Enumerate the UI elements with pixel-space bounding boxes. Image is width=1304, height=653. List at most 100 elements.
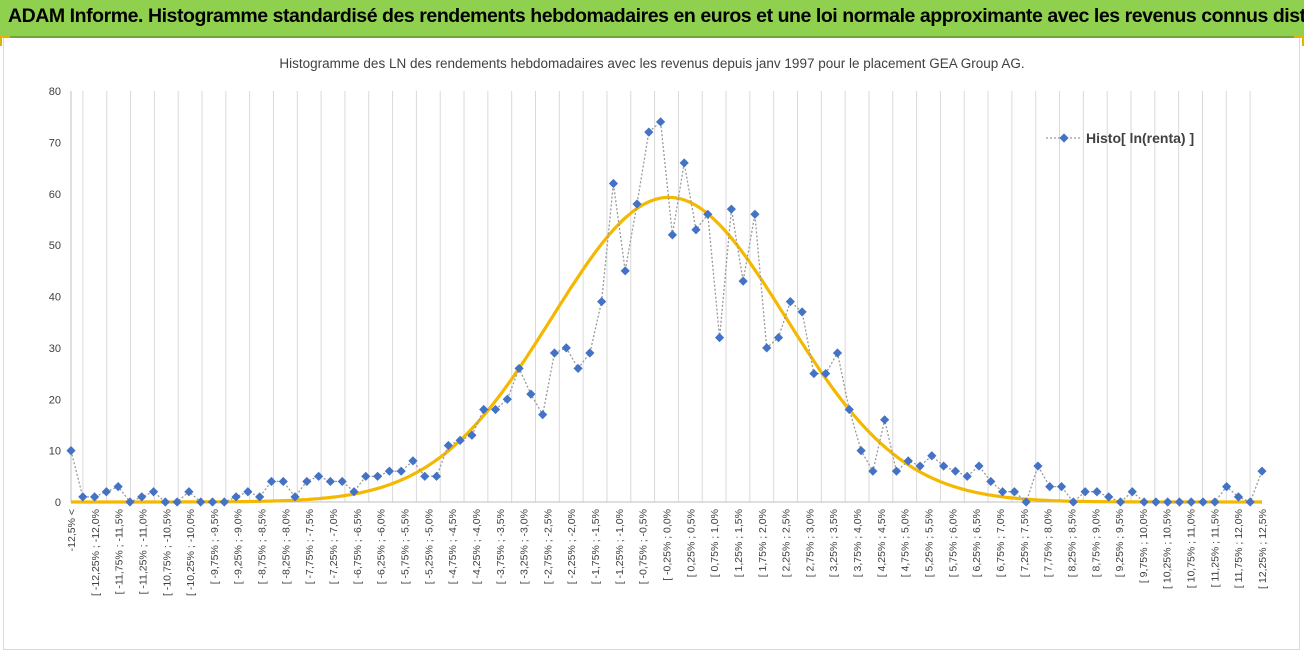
- data-point: [1045, 481, 1055, 492]
- data-point: [1245, 497, 1255, 507]
- x-tick-label: [ -5,25% ; -5,0%: [423, 509, 435, 584]
- x-tick-label: [ -3,25% ; -3,0%: [519, 509, 531, 584]
- x-tick-label: [ 10,75% ; 11,0%: [1186, 509, 1198, 588]
- data-point: [762, 343, 772, 353]
- data-point: [514, 363, 524, 374]
- data-point: [467, 430, 477, 440]
- data-point: [1139, 497, 1149, 507]
- report-title: ADAM Informe. Histogramme standardisé de…: [8, 5, 1304, 27]
- data-point: [868, 466, 878, 476]
- x-tick-label: [ -9,75% ; -9,5%: [209, 509, 221, 584]
- vertical-gridlines: [82, 91, 1251, 502]
- data-point: [880, 415, 890, 425]
- x-tick-label: [ -6,75% ; -6,5%: [352, 509, 364, 584]
- data-point: [1127, 487, 1137, 497]
- frame-corner-left: [0, 36, 10, 46]
- x-tick-label: [ 1,25% ; 1,5%: [733, 509, 745, 577]
- data-point: [420, 471, 430, 481]
- data-point: [1210, 497, 1220, 507]
- x-tick-label: [ 0,25% ; 0,5%: [685, 509, 697, 577]
- x-tick-label: [ -6,25% ; -6,0%: [376, 509, 388, 584]
- data-point: [1233, 492, 1244, 502]
- data-point: [1222, 481, 1232, 492]
- x-tick-label: [ 7,75% ; 8,0%: [1043, 509, 1055, 577]
- x-tick-label: [ 3,75% ; 4,0%: [852, 509, 864, 577]
- data-point: [1174, 497, 1185, 507]
- x-tick-label: [ 8,25% ; 8,5%: [1066, 509, 1078, 577]
- x-tick-label: [ 6,75% ; 7,0%: [995, 509, 1007, 577]
- y-tick-label: 40: [49, 292, 61, 304]
- data-point: [137, 492, 147, 502]
- legend-label: Histo[ ln(renta) ]: [1086, 130, 1194, 146]
- y-tick-label: 60: [49, 189, 61, 201]
- x-tick-label: [ 0,75% ; 1,0%: [709, 509, 721, 577]
- x-tick-label: [ -4,75% ; -4,5%: [447, 509, 459, 584]
- x-tick-label: [ -11,25% ; -11,0%: [137, 509, 149, 594]
- y-tick-labels: 0 10 20 30 40 50 60 70 80: [49, 86, 61, 509]
- x-tick-label: [ -7,25% ; -7,0%: [328, 509, 340, 584]
- data-point: [408, 456, 418, 466]
- chart-title: Histogramme des LN des rendements hebdom…: [279, 56, 1025, 71]
- data-point: [1056, 481, 1067, 492]
- data-point: [1080, 487, 1090, 497]
- data-point: [809, 368, 819, 379]
- data-point: [325, 476, 336, 487]
- data-point: [125, 497, 135, 507]
- data-point: [549, 348, 560, 358]
- x-tick-label: [ 3,25% ; 3,5%: [828, 509, 840, 577]
- data-point: [561, 343, 571, 353]
- x-tick-label: [ -11,75% ; -11,5%: [114, 509, 126, 594]
- x-tick-label: [ -10,25% ; -10,0%: [185, 509, 197, 596]
- data-point: [1163, 497, 1173, 507]
- data-point: [821, 368, 831, 379]
- x-tick-label: [ -2,75% ; -2,5%: [542, 509, 554, 584]
- data-point: [997, 487, 1008, 497]
- data-point: [337, 476, 347, 487]
- data-point: [632, 199, 642, 209]
- x-tick-label: [ -0,75% ; -0,5%: [638, 509, 650, 584]
- data-point: [443, 440, 453, 451]
- y-tick-label: 70: [49, 137, 61, 149]
- data-point: [750, 209, 760, 219]
- y-tick-label: 10: [49, 446, 61, 458]
- data-point: [1092, 487, 1102, 497]
- data-point: [101, 487, 111, 497]
- x-tick-label: -12,5% <: [66, 509, 78, 551]
- data-point: [184, 487, 194, 497]
- data-point: [1115, 497, 1126, 507]
- data-point: [903, 456, 913, 466]
- data-point: [1021, 497, 1031, 507]
- data-point: [785, 297, 795, 307]
- data-point: [1104, 492, 1114, 502]
- data-point: [255, 492, 265, 502]
- data-point: [950, 466, 961, 476]
- data-point: [726, 204, 736, 214]
- data-point: [207, 497, 218, 507]
- x-tick-label: [ -1,75% ; -1,5%: [590, 509, 602, 584]
- report-banner: ADAM Informe. Histogramme standardisé de…: [0, 0, 1304, 38]
- x-tick-label: [ -0,25% ; 0,0%: [662, 509, 674, 581]
- data-point: [349, 487, 359, 497]
- data-point: [66, 446, 76, 456]
- y-tick-label: 30: [49, 343, 61, 355]
- data-point: [986, 476, 996, 487]
- data-point: [585, 348, 595, 358]
- x-tick-label: [ -7,75% ; -7,5%: [304, 509, 316, 584]
- data-point: [856, 446, 866, 456]
- x-tick-label: [ -9,25% ; -9,0%: [233, 509, 245, 584]
- x-tick-label: [ 5,25% ; 5,5%: [924, 509, 936, 577]
- data-point: [266, 476, 277, 487]
- x-tick-label: [ 1,75% ; 2,0%: [757, 509, 769, 577]
- data-point: [219, 497, 229, 507]
- x-tick-label: [ 9,25% ; 9,5%: [1114, 509, 1126, 577]
- x-tick-label: [ -8,25% ; -8,0%: [280, 509, 292, 584]
- data-point: [608, 178, 619, 189]
- data-point: [290, 492, 300, 502]
- data-point: [797, 307, 807, 317]
- data-point: [160, 497, 170, 507]
- data-point: [1033, 461, 1043, 471]
- x-tick-label: [ 11,25% ; 11,5%: [1209, 509, 1221, 587]
- data-point: [396, 466, 406, 476]
- x-tick-label: [ -12,25% ; -12,0%: [90, 509, 102, 596]
